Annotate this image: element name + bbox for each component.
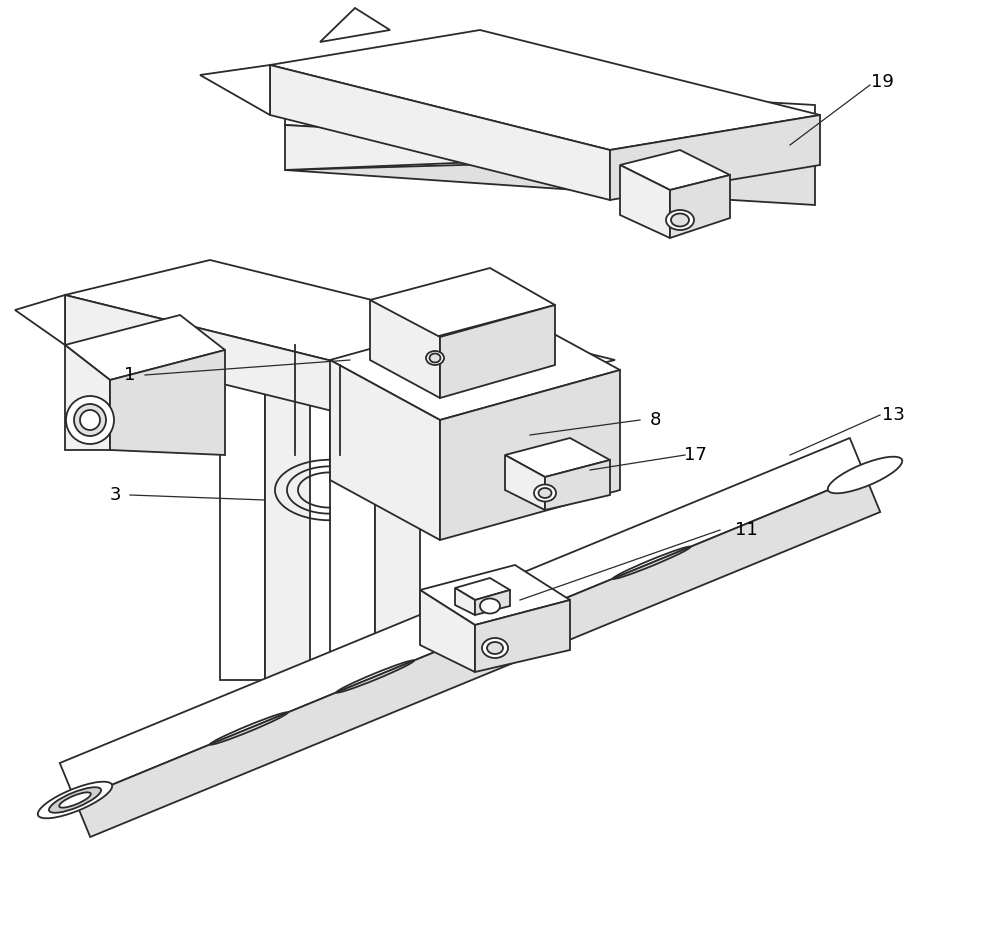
Text: 3: 3: [109, 486, 121, 504]
Polygon shape: [400, 338, 420, 372]
Ellipse shape: [666, 210, 694, 230]
Polygon shape: [620, 165, 670, 238]
Polygon shape: [670, 175, 730, 238]
Text: 17: 17: [684, 446, 706, 464]
Polygon shape: [370, 268, 555, 337]
Polygon shape: [475, 590, 510, 615]
Text: 8: 8: [649, 411, 661, 429]
Ellipse shape: [74, 404, 106, 436]
Text: 19: 19: [871, 73, 893, 91]
Polygon shape: [440, 305, 555, 398]
Ellipse shape: [538, 488, 552, 498]
Polygon shape: [65, 260, 615, 395]
Polygon shape: [265, 345, 310, 700]
Ellipse shape: [38, 782, 112, 819]
Polygon shape: [270, 65, 610, 200]
Polygon shape: [110, 350, 225, 455]
Ellipse shape: [59, 792, 91, 807]
Polygon shape: [60, 438, 865, 800]
Polygon shape: [285, 125, 815, 170]
Ellipse shape: [487, 642, 503, 654]
Polygon shape: [455, 588, 475, 615]
Polygon shape: [610, 115, 820, 200]
Polygon shape: [420, 590, 475, 672]
Polygon shape: [475, 600, 570, 672]
Ellipse shape: [671, 213, 689, 227]
Ellipse shape: [480, 599, 500, 613]
Polygon shape: [270, 30, 820, 150]
Polygon shape: [330, 310, 620, 420]
Text: 1: 1: [124, 366, 136, 384]
Polygon shape: [505, 438, 610, 477]
Ellipse shape: [534, 485, 556, 502]
Polygon shape: [65, 295, 470, 445]
Ellipse shape: [49, 787, 101, 813]
Polygon shape: [285, 75, 815, 155]
Ellipse shape: [828, 457, 902, 493]
Polygon shape: [75, 475, 880, 837]
Polygon shape: [320, 8, 390, 42]
Polygon shape: [420, 342, 460, 372]
Polygon shape: [440, 370, 620, 540]
Polygon shape: [545, 460, 610, 510]
Polygon shape: [400, 328, 460, 352]
Polygon shape: [15, 295, 65, 345]
Polygon shape: [330, 360, 440, 540]
Polygon shape: [505, 455, 545, 510]
Text: 13: 13: [882, 406, 904, 424]
Polygon shape: [285, 155, 815, 205]
Polygon shape: [375, 365, 420, 700]
Polygon shape: [65, 345, 110, 450]
Polygon shape: [455, 578, 510, 600]
Polygon shape: [620, 150, 730, 190]
Polygon shape: [370, 300, 440, 398]
Polygon shape: [420, 565, 570, 625]
Text: 11: 11: [735, 521, 758, 539]
Ellipse shape: [80, 410, 100, 430]
Polygon shape: [330, 365, 375, 680]
Polygon shape: [220, 345, 265, 680]
Ellipse shape: [66, 396, 114, 444]
Ellipse shape: [430, 353, 440, 363]
Polygon shape: [200, 65, 270, 115]
Polygon shape: [65, 315, 225, 380]
Ellipse shape: [426, 351, 444, 365]
Ellipse shape: [482, 638, 508, 658]
